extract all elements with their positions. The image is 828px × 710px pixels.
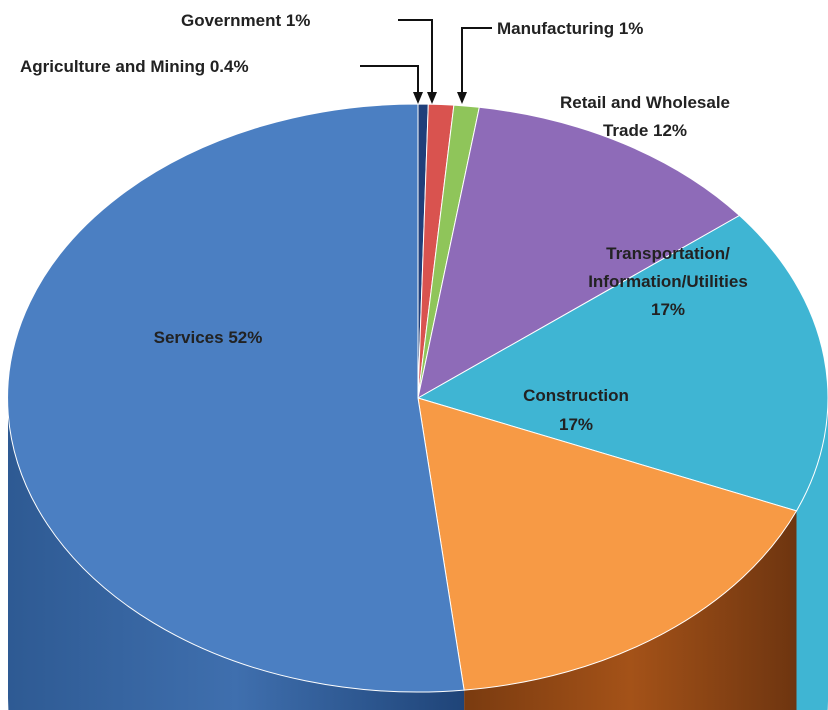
label-government: Government 1% bbox=[181, 11, 310, 30]
label-retail-line1: Retail and Wholesale bbox=[560, 93, 730, 112]
label-transport-line3: 17% bbox=[651, 300, 685, 319]
label-retail-line2: Trade 12% bbox=[603, 121, 687, 140]
arrow-manufacturing bbox=[457, 92, 467, 104]
side-wall-6 bbox=[8, 398, 465, 710]
label-transport-line1: Transportation/ bbox=[606, 244, 730, 263]
label-transport-line2: Information/Utilities bbox=[588, 272, 748, 291]
pie-top-slices bbox=[7, 103, 828, 693]
label-manufacturing: Manufacturing 1% bbox=[497, 19, 643, 38]
pie-side-walls bbox=[8, 398, 828, 710]
pie-slice-3 bbox=[417, 106, 741, 399]
slice-labels: Agriculture and Mining 0.4% Government 1… bbox=[20, 11, 748, 434]
pie-slice-5 bbox=[417, 397, 798, 691]
leader-manufacturing bbox=[461, 27, 492, 100]
pie-slice-6 bbox=[7, 103, 465, 693]
arrow-agriculture bbox=[413, 92, 423, 104]
label-services: Services 52% bbox=[154, 328, 263, 347]
leader-government bbox=[398, 19, 433, 100]
leader-agriculture bbox=[360, 65, 419, 100]
pie-slice-4 bbox=[416, 214, 828, 512]
side-wall-5 bbox=[464, 510, 797, 710]
arrow-government bbox=[427, 92, 437, 104]
label-construction-line2: 17% bbox=[559, 415, 593, 434]
leader-lines bbox=[360, 19, 492, 104]
label-agriculture: Agriculture and Mining 0.4% bbox=[20, 57, 249, 76]
side-wall-4 bbox=[796, 398, 828, 710]
label-construction-line1: Construction bbox=[523, 386, 629, 405]
